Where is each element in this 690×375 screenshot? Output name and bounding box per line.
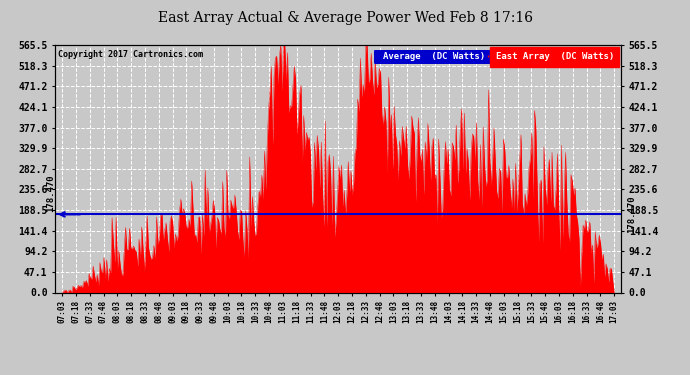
Text: 178.470: 178.470 xyxy=(46,175,55,212)
Text: 178.470: 178.470 xyxy=(627,196,635,233)
Text: Copyright 2017 Cartronics.com: Copyright 2017 Cartronics.com xyxy=(58,50,203,59)
Legend: Average  (DC Watts), East Array  (DC Watts): Average (DC Watts), East Array (DC Watts… xyxy=(373,50,616,64)
Text: East Array Actual & Average Power Wed Feb 8 17:16: East Array Actual & Average Power Wed Fe… xyxy=(157,11,533,25)
